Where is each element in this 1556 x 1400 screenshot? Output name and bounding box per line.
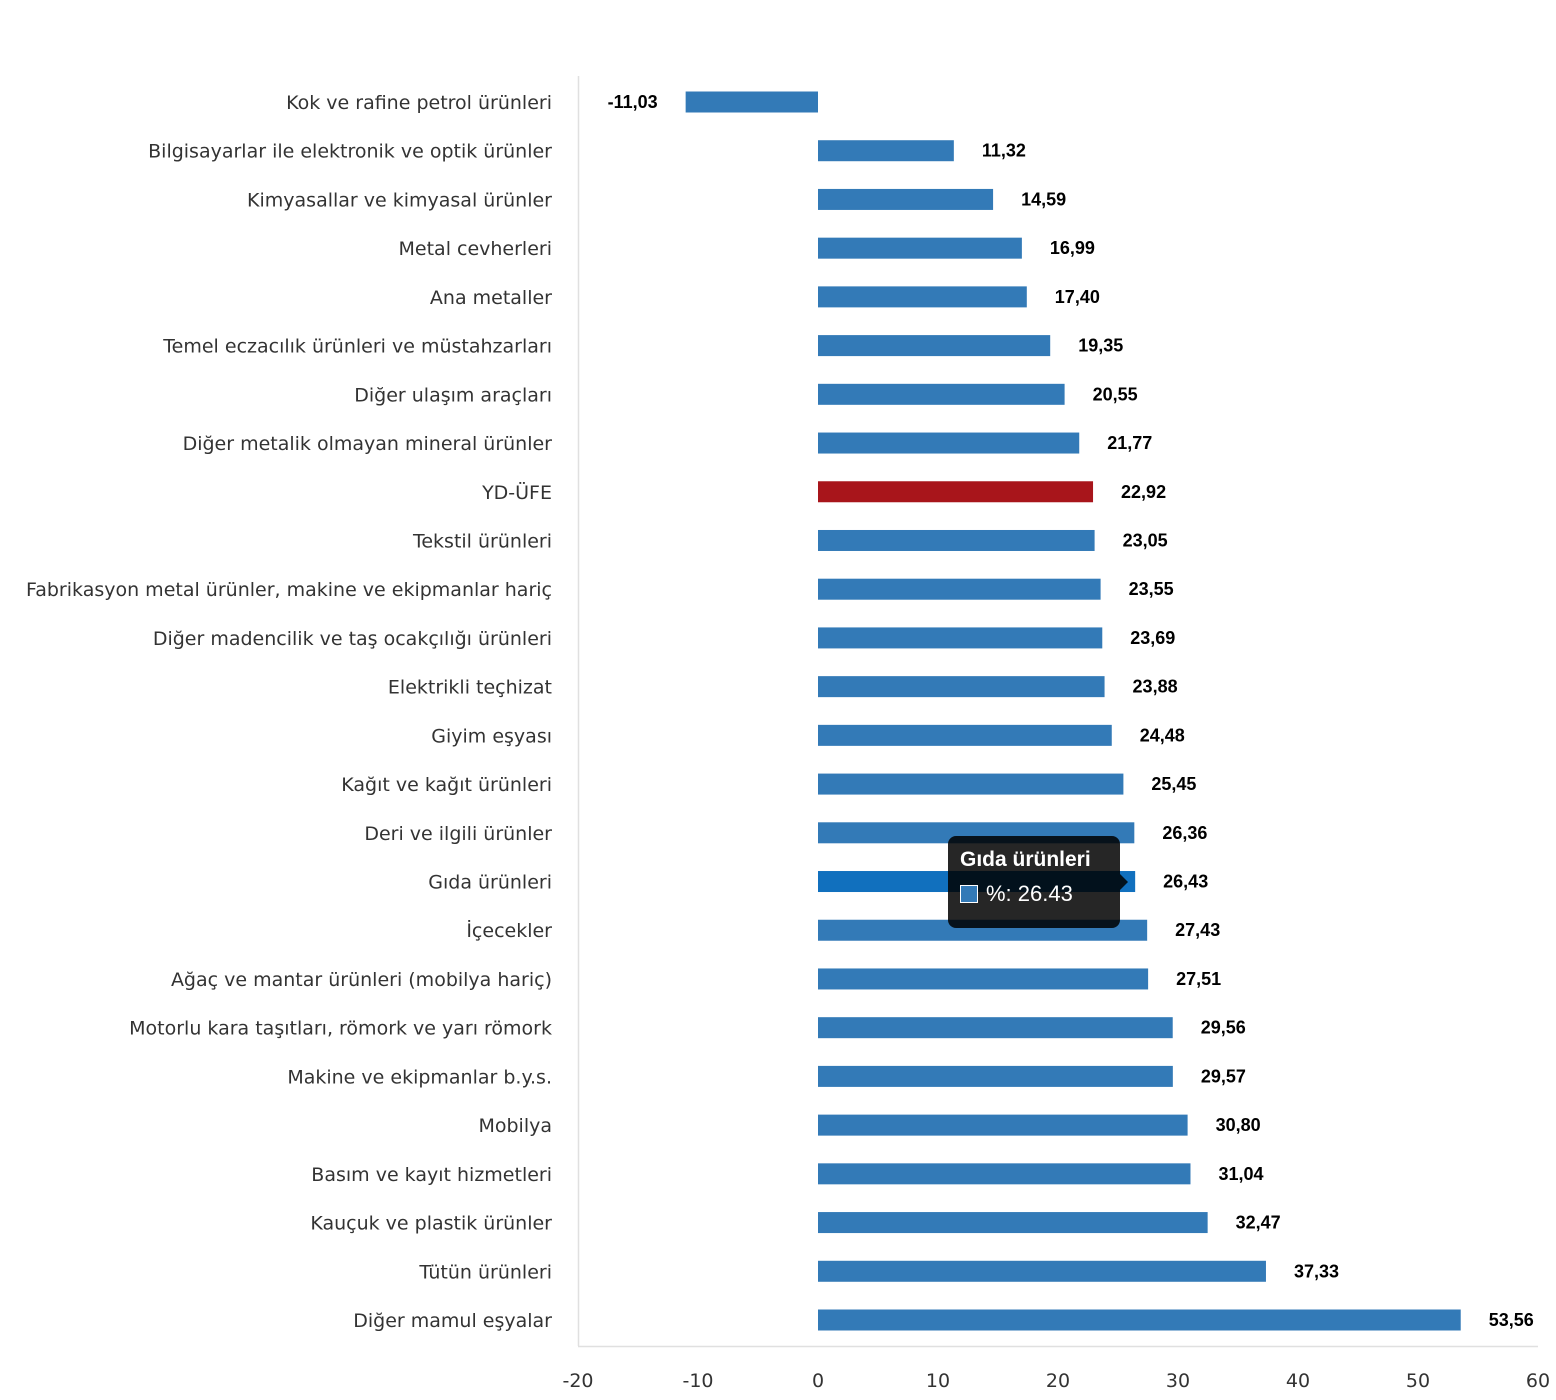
tooltip-title: Gıda ürünleri — [960, 848, 1091, 871]
value-label: 25,45 — [1151, 774, 1196, 794]
category-label: Fabrikasyon metal ürünler, makine ve eki… — [26, 579, 552, 601]
bar-metal-cevherleri[interactable] — [818, 237, 1022, 259]
value-label: 23,55 — [1129, 579, 1174, 599]
bar-makine-ve-ekipmanlar-b-y-s[interactable] — [818, 1065, 1173, 1087]
value-label: 11,32 — [982, 141, 1026, 161]
bar-kaucuk-ve-plastik-urunler[interactable] — [818, 1212, 1208, 1234]
bar-tekstil-urunleri[interactable] — [818, 529, 1095, 551]
value-label: 29,57 — [1201, 1066, 1246, 1086]
value-label: 26,36 — [1162, 823, 1207, 843]
bar-mobilya[interactable] — [818, 1114, 1188, 1136]
value-label: 23,05 — [1123, 530, 1168, 550]
value-label: 27,43 — [1175, 920, 1220, 940]
category-label: Gıda ürünleri — [428, 872, 552, 894]
tooltip-arrow-icon — [1120, 874, 1128, 890]
bar-basim-ve-kayit-hizmetleri[interactable] — [818, 1163, 1191, 1185]
category-label: Temel eczacılık ürünleri ve müstahzarlar… — [162, 336, 552, 358]
category-label: Kok ve rafine petrol ürünleri — [286, 92, 552, 114]
value-label: 17,40 — [1055, 287, 1100, 307]
x-tick-label: 60 — [1526, 1370, 1550, 1392]
bar-temel-eczacilik-urunleri-ve-mustahzarlari[interactable] — [818, 335, 1051, 357]
category-label: Kimyasallar ve kimyasal ürünler — [247, 189, 552, 211]
value-label: 20,55 — [1093, 384, 1138, 404]
x-tick-label: 10 — [926, 1370, 950, 1392]
bar-fabrikasyon-metal-urunler-makine-ve-ekipmanlar-haric[interactable] — [818, 578, 1101, 600]
category-labels-group: Kok ve rafine petrol ürünleri Bilgisayarl… — [26, 92, 552, 1332]
bar-diger-ulasim-araclari[interactable] — [818, 383, 1065, 405]
category-label: Tekstil ürünleri — [412, 530, 552, 552]
x-tick-label: -20 — [562, 1370, 593, 1392]
category-label: YD-ÜFE — [481, 481, 552, 504]
x-tick-label: 30 — [1166, 1370, 1190, 1392]
value-label: 53,56 — [1489, 1310, 1534, 1330]
x-tick-label: 0 — [812, 1370, 824, 1392]
x-tick-label: -10 — [682, 1370, 713, 1392]
bar-kimyasallar-ve-kimyasal-urunler[interactable] — [818, 188, 994, 210]
bars-group — [685, 91, 1461, 1331]
value-label: 22,92 — [1121, 482, 1166, 502]
bar-yd-ufe[interactable] — [818, 481, 1094, 503]
category-label: Basım ve kayıt hizmetleri — [311, 1164, 552, 1186]
category-label: Diğer metalik olmayan mineral ürünler — [183, 433, 553, 455]
value-label: 14,59 — [1021, 189, 1066, 209]
tooltip: Gıda ürünleri %: 26.43 — [948, 836, 1128, 928]
value-label: 24,48 — [1140, 725, 1185, 745]
category-label: İçecekler — [466, 919, 552, 942]
value-label: 37,33 — [1294, 1261, 1339, 1281]
value-label: 27,51 — [1176, 969, 1221, 989]
category-label: Ana metaller — [430, 287, 552, 309]
bar-kok-ve-rafine-petrol-urunleri[interactable] — [685, 91, 818, 113]
tooltip-row: %: 26.43 — [960, 880, 1108, 908]
category-label: Metal cevherleri — [399, 238, 552, 260]
value-label: 23,69 — [1130, 628, 1175, 648]
category-label: Bilgisayarlar ile elektronik ve optik ür… — [148, 141, 552, 163]
tooltip-series-swatch-icon — [960, 885, 978, 903]
x-tick-label: 40 — [1286, 1370, 1310, 1392]
x-tick-labels-group: -20 -10 0 10 20 30 40 50 60 — [562, 1370, 1550, 1392]
category-label: Kauçuk ve plastik ürünler — [310, 1213, 552, 1235]
category-label: Motorlu kara taşıtları, römork ve yarı r… — [129, 1018, 552, 1040]
bar-diger-mamul-esyalar[interactable] — [818, 1309, 1461, 1331]
category-label: Diğer mamul eşyalar — [353, 1310, 552, 1332]
value-label: 31,04 — [1218, 1164, 1263, 1184]
value-label: -11,03 — [608, 92, 658, 112]
value-labels-group: -11,03 11,32 14,59 16,99 17,40 19,35 20,55 21,7… — [608, 92, 1534, 1330]
category-label: Mobilya — [478, 1115, 552, 1137]
category-label: Kağıt ve kağıt ürünleri — [341, 774, 552, 796]
category-label: Diğer madencilik ve taş ocakçılığı ürünl… — [153, 628, 552, 650]
bar-tutun-urunleri[interactable] — [818, 1260, 1266, 1282]
bar-giyim-esyasi[interactable] — [818, 724, 1112, 746]
category-label: Tütün ürünleri — [418, 1261, 552, 1283]
bar-diger-metalik-olmayan-mineral-urunler[interactable] — [818, 432, 1080, 454]
bar-motorlu-kara-tasitlari-romork-ve-yari-romork[interactable] — [818, 1017, 1173, 1039]
value-label: 29,56 — [1201, 1018, 1246, 1038]
bar-elektrikli-techizat[interactable] — [818, 676, 1105, 698]
x-tick-label: 50 — [1406, 1370, 1430, 1392]
category-label: Ağaç ve mantar ürünleri (mobilya hariç) — [171, 969, 552, 991]
value-label: 32,47 — [1236, 1213, 1281, 1233]
category-label: Diğer ulaşım araçları — [354, 384, 552, 406]
category-label: Elektrikli teçhizat — [388, 677, 552, 699]
value-label: 26,43 — [1163, 872, 1208, 892]
bar-bilgisayarlar-ile-elektronik-ve-optik-urunler[interactable] — [818, 140, 954, 162]
bar-agac-ve-mantar-urunleri-mobilya-haric[interactable] — [818, 968, 1149, 990]
category-label: Makine ve ekipmanlar b.y.s. — [287, 1066, 552, 1088]
bar-ana-metaller[interactable] — [818, 286, 1027, 308]
value-label: 23,88 — [1133, 677, 1178, 697]
bar-diger-madencilik-ve-tas-ocakciligi-urunleri[interactable] — [818, 627, 1103, 649]
value-label: 19,35 — [1078, 336, 1123, 356]
value-label: 21,77 — [1107, 433, 1152, 453]
x-tick-label: 20 — [1046, 1370, 1070, 1392]
category-label: Giyim eşyası — [431, 725, 552, 747]
tooltip-value-text: %: 26.43 — [986, 881, 1073, 906]
value-label: 30,80 — [1216, 1115, 1261, 1135]
category-label: Deri ve ilgili ürünler — [364, 823, 552, 845]
value-label: 16,99 — [1050, 238, 1095, 258]
bar-kagit-ve-kagit-urunleri[interactable] — [818, 773, 1124, 795]
